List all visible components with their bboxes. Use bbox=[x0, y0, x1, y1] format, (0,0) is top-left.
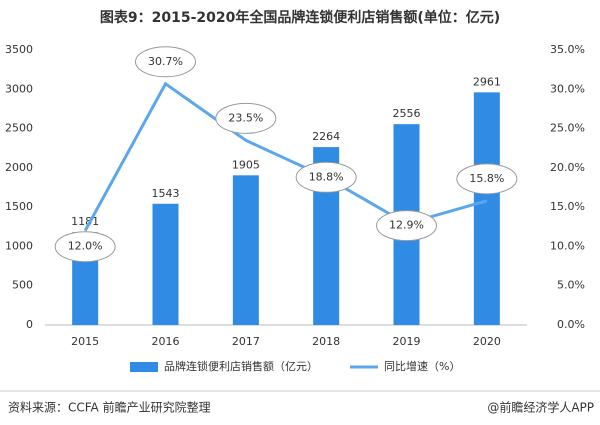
y-tick-label: 1000 bbox=[5, 239, 33, 252]
x-tick-label: 2018 bbox=[312, 335, 340, 348]
line bbox=[83, 81, 488, 232]
legend-swatch bbox=[130, 362, 158, 372]
y-tick-label: 1500 bbox=[5, 200, 33, 213]
label-bubble bbox=[456, 163, 518, 195]
label-bubble bbox=[295, 161, 357, 193]
x-tick-label: 2015 bbox=[71, 335, 99, 348]
line-label: 18.8% bbox=[309, 170, 344, 183]
y-tick-label: 2500 bbox=[5, 122, 33, 135]
x-tick-label: 2016 bbox=[152, 335, 180, 348]
legend-label: 同比增速（%） bbox=[384, 359, 460, 373]
y2-tick-label: 0.0% bbox=[557, 318, 585, 331]
source: 资料来源：CCFA 前瞻产业研究院整理 bbox=[8, 400, 211, 415]
label-bubble bbox=[54, 231, 116, 263]
y2-tick-label: 30.0% bbox=[550, 82, 585, 95]
y2-tick-label: 35.0% bbox=[550, 43, 585, 56]
y-tick-label: 500 bbox=[12, 279, 33, 292]
line-label: 12.0% bbox=[68, 240, 103, 253]
y2-tick-label: 20.0% bbox=[550, 161, 585, 174]
bar-label: 1543 bbox=[152, 187, 180, 200]
y2-tick-label: 10.0% bbox=[550, 239, 585, 252]
legend-label: 品牌连锁便利店销售额（亿元） bbox=[164, 359, 318, 373]
x-tick-label: 2020 bbox=[473, 335, 501, 348]
line-label: 12.9% bbox=[389, 219, 424, 232]
y2-tick-label: 25.0% bbox=[550, 122, 585, 135]
bar-label: 1905 bbox=[232, 158, 260, 171]
y2-tick-label: 5.0% bbox=[557, 279, 585, 292]
bar-label: 2556 bbox=[393, 107, 421, 120]
y-tick-label: 2000 bbox=[5, 161, 33, 174]
bar bbox=[473, 92, 500, 325]
bar-label: 2264 bbox=[312, 130, 340, 143]
y-tick-label: 3000 bbox=[5, 82, 33, 95]
line-label: 30.7% bbox=[148, 55, 183, 68]
brand: @前瞻经济学人APP bbox=[487, 400, 594, 415]
bar-label: 1181 bbox=[71, 215, 99, 228]
bar bbox=[152, 203, 179, 325]
y2-tick-label: 15.0% bbox=[550, 200, 585, 213]
line-label: 23.5% bbox=[228, 111, 263, 124]
bar-label: 2961 bbox=[473, 75, 501, 88]
y-tick-label: 0 bbox=[26, 318, 33, 331]
line-label: 15.8% bbox=[469, 172, 504, 185]
label-bubble bbox=[135, 46, 196, 78]
bar bbox=[232, 175, 259, 325]
x-tick-label: 2019 bbox=[393, 335, 421, 348]
label-bubble bbox=[215, 102, 277, 134]
x-tick-label: 2017 bbox=[232, 335, 260, 348]
chart-title: 图表9：2015-2020年全国品牌连锁便利店销售额(单位：亿元) bbox=[100, 9, 500, 26]
label-bubble bbox=[376, 210, 437, 242]
y-tick-label: 3500 bbox=[5, 43, 33, 56]
